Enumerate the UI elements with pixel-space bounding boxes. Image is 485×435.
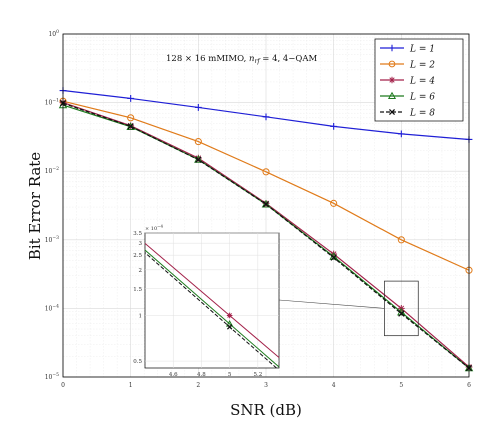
inset-y-tick-label: 0.5	[133, 359, 142, 365]
circle-marker	[388, 60, 396, 68]
x-marker	[330, 254, 337, 261]
y-tick-label: 10−4	[45, 303, 59, 312]
inset-y-tick-label: 2	[139, 268, 143, 274]
x-marker	[226, 324, 233, 330]
asterisk-marker	[194, 154, 202, 162]
plus-marker	[127, 95, 135, 102]
legend-label: L = 4	[409, 77, 435, 87]
inset-series-line	[145, 249, 279, 368]
inset-y-tick-label: 2.5	[133, 253, 142, 259]
inset-zoom-panel: 4.6 4.8 5 5.2 0.5 1 1.5 2 2.5 3 3.5× 10−4	[133, 224, 419, 378]
circle-marker	[330, 199, 338, 207]
circle-marker	[397, 236, 405, 244]
plot-annotation: 128 × 16 mMIMO, nrf = 4, 4−QAM	[166, 54, 318, 65]
annotation-main: 128 × 16 mMIMO,	[166, 54, 249, 64]
triangle-marker	[261, 199, 271, 208]
zoom-connector-line	[278, 299, 385, 309]
inset-y-tick-label: 1	[139, 313, 143, 319]
asterisk-marker	[226, 312, 233, 319]
x-marker	[262, 201, 270, 208]
triangle-marker	[387, 91, 397, 100]
plus-marker	[194, 104, 202, 111]
plus-marker	[397, 130, 405, 138]
legend-label: L = 1	[409, 45, 435, 55]
circle-marker	[194, 138, 202, 146]
plot-frame	[62, 33, 470, 378]
axis-ticks: 0 1 2 3 4 5 6 100 10−1 10−2 10−3 10−4 10−5	[45, 29, 471, 389]
x-marker	[127, 123, 134, 130]
x-marker	[195, 156, 202, 163]
inset-x-tick-label: 5.2	[253, 372, 262, 378]
legend: L = 1 L = 2 L = 4 L = 6 L = 8	[374, 38, 464, 122]
x-tick-label: 6	[467, 382, 471, 389]
series-l1	[59, 87, 473, 143]
x-tick-label: 1	[129, 382, 133, 389]
plus-marker	[388, 44, 396, 52]
y-axis-label: Bit Error Rate	[26, 152, 44, 260]
annotation-sub: rf	[254, 58, 261, 65]
x-tick-label: 5	[399, 382, 403, 389]
legend-label: L = 8	[409, 109, 435, 119]
x-marker	[388, 108, 396, 116]
inset-y-tick-label: 3	[139, 241, 143, 247]
circle-marker	[262, 168, 270, 176]
x-axis-label: SNR (dB)	[230, 401, 302, 419]
inset-x-tick-label: 4.6	[169, 372, 178, 378]
x-marker	[398, 310, 405, 317]
y-tick-label: 10−2	[45, 166, 59, 175]
y-tick-label: 100	[48, 29, 59, 38]
series-line	[62, 100, 470, 271]
legend-label: L = 6	[409, 93, 435, 103]
inset-y-multiplier: × 10−4	[145, 224, 164, 233]
annotation-rest: = 4, 4−QAM	[260, 54, 318, 64]
x-tick-label: 0	[61, 382, 65, 389]
inset-series-group	[145, 242, 279, 368]
x-tick-label: 2	[196, 382, 200, 389]
y-tick-label: 10−1	[45, 98, 59, 107]
inset-y-tick-label: 3.5	[133, 231, 142, 237]
x-tick-label: 3	[264, 382, 268, 389]
plus-marker	[330, 122, 338, 130]
y-tick-label: 10−3	[45, 235, 59, 244]
y-tick-label: 10−5	[45, 372, 59, 381]
inset-x-tick-label: 4.8	[197, 372, 206, 378]
plus-marker	[262, 113, 270, 121]
annotation-n: n	[249, 54, 254, 64]
x-tick-label: 4	[332, 382, 336, 389]
inset-x-tick-label: 5	[228, 372, 232, 378]
legend-label: L = 2	[409, 61, 435, 71]
inset-y-tick-label: 1.5	[133, 287, 142, 293]
asterisk-marker	[388, 76, 396, 84]
circle-marker	[127, 114, 135, 122]
